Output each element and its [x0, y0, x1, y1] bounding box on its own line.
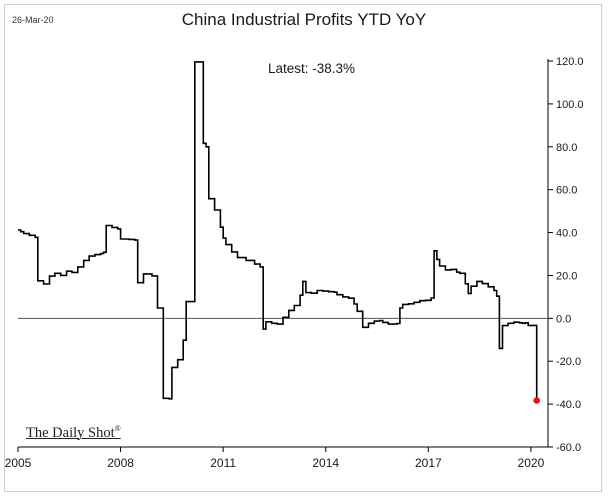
- y-tick-label: -60.0: [556, 442, 581, 454]
- x-tick-label: 2011: [210, 456, 236, 470]
- registered-mark: ®: [114, 424, 121, 433]
- y-tick: -40.0: [548, 399, 581, 411]
- x-tick-label: 2020: [518, 456, 545, 470]
- y-tick-label: -40.0: [556, 399, 581, 411]
- x-tick-label: 2005: [5, 456, 32, 470]
- x-tick: 2008: [107, 447, 134, 470]
- latest-point-marker: [533, 397, 541, 404]
- x-tick-label: 2008: [107, 456, 134, 470]
- y-tick-label: 20.0: [556, 270, 577, 282]
- y-tick-label: 0.0: [556, 313, 571, 325]
- y-tick-label: -20.0: [556, 356, 581, 368]
- series-layer: [18, 61, 541, 404]
- latest-value-label: Latest: -38.3%: [268, 61, 356, 76]
- x-tick: 2017: [415, 447, 442, 470]
- x-tick: 2011: [210, 447, 236, 470]
- y-tick: -60.0: [548, 442, 581, 454]
- chart-title: China Industrial Profits YTD YoY: [181, 10, 427, 29]
- x-tick-label: 2014: [312, 456, 339, 470]
- y-tick-label: 80.0: [556, 142, 577, 154]
- x-tick: 2020: [518, 447, 545, 470]
- brand-logo: The Daily Shot®: [26, 424, 121, 442]
- y-tick: 80.0: [548, 142, 577, 154]
- y-tick-label: 100.0: [556, 99, 584, 111]
- axes-layer: [18, 59, 549, 448]
- y-tick: 120.0: [548, 56, 584, 68]
- x-tick-label: 2017: [415, 456, 442, 470]
- series-line: [18, 61, 538, 401]
- y-tick-label: 120.0: [556, 56, 584, 68]
- chart-date: 26-Mar-20: [12, 15, 54, 25]
- y-tick: 40.0: [548, 228, 577, 240]
- ticks-layer: 120.0 100.0 80.0 60.0 40.0 20.0 0.0 -20.0 -40.0 -…: [5, 56, 584, 470]
- y-tick: 100.0: [548, 99, 584, 111]
- chart-frame: [4, 4, 602, 492]
- x-tick: 2014: [312, 447, 339, 470]
- y-tick-label: 40.0: [556, 228, 577, 240]
- y-tick: -20.0: [548, 356, 581, 368]
- y-tick: 0.0: [548, 313, 571, 325]
- y-tick: 60.0: [548, 185, 577, 197]
- y-tick-label: 60.0: [556, 185, 577, 197]
- brand-name: The Daily Shot: [26, 424, 115, 441]
- y-tick: 20.0: [548, 270, 577, 282]
- x-tick: 2005: [5, 447, 32, 470]
